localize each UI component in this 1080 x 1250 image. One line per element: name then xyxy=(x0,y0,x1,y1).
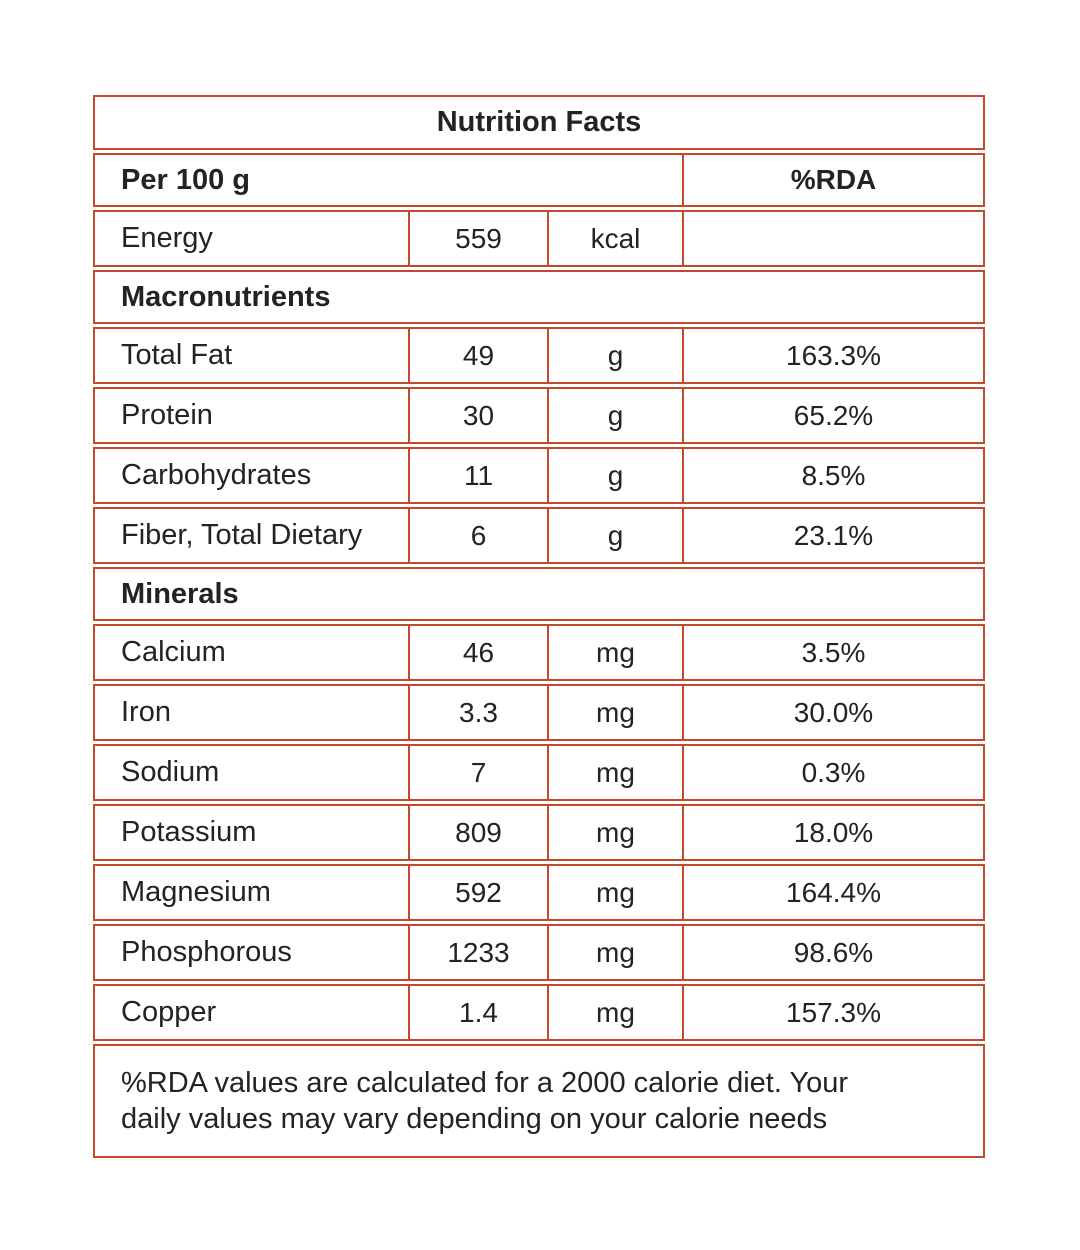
nutrient-unit: mg xyxy=(547,806,682,859)
nutrient-label: Calcium xyxy=(121,636,226,668)
nutrient-row-iron: Iron 3.3 mg 30.0% xyxy=(93,684,985,741)
rda-disclaimer-line2: daily values may vary depending on your … xyxy=(121,1103,828,1135)
nutrient-row-fiber: Fiber, Total Dietary 6 g 23.1% xyxy=(93,507,985,564)
table-title-row: Nutrition Facts xyxy=(93,95,985,150)
nutrient-rda: 163.3% xyxy=(682,329,983,382)
nutrient-row-carbohydrates: Carbohydrates 11 g 8.5% xyxy=(93,447,985,504)
nutrient-unit: mg xyxy=(547,686,682,739)
nutrient-row-energy: Energy 559 kcal xyxy=(93,210,985,267)
nutrient-label: Iron xyxy=(121,696,171,728)
nutrient-unit: g xyxy=(547,509,682,562)
nutrient-unit: g xyxy=(547,329,682,382)
nutrient-value: 559 xyxy=(408,212,547,265)
nutrient-value: 1.4 xyxy=(408,986,547,1039)
nutrient-rda: 30.0% xyxy=(682,686,983,739)
nutrient-label: Carbohydrates xyxy=(121,459,312,491)
nutrient-value: 1233 xyxy=(408,926,547,979)
nutrient-label: Protein xyxy=(121,399,213,431)
nutrient-unit: kcal xyxy=(547,212,682,265)
nutrient-value: 30 xyxy=(408,389,547,442)
nutrient-label: Fiber, Total Dietary xyxy=(121,519,363,551)
nutrient-label: Energy xyxy=(121,222,213,254)
nutrient-unit: mg xyxy=(547,926,682,979)
nutrient-label: Magnesium xyxy=(121,876,271,908)
nutrient-value: 7 xyxy=(408,746,547,799)
nutrient-unit: mg xyxy=(547,626,682,679)
nutrient-value: 809 xyxy=(408,806,547,859)
nutrient-unit: g xyxy=(547,449,682,502)
nutrient-rda: 157.3% xyxy=(682,986,983,1039)
nutrient-rda: 0.3% xyxy=(682,746,983,799)
nutrient-unit: mg xyxy=(547,746,682,799)
nutrient-label: Sodium xyxy=(121,756,220,788)
nutrient-value: 46 xyxy=(408,626,547,679)
table-title: Nutrition Facts xyxy=(436,106,642,138)
nutrient-value: 6 xyxy=(408,509,547,562)
nutrient-row-calcium: Calcium 46 mg 3.5% xyxy=(93,624,985,681)
section-header-minerals: Minerals xyxy=(93,567,985,621)
rda-column-header: %RDA xyxy=(682,155,983,205)
nutrient-label: Potassium xyxy=(121,816,257,848)
serving-size-header: Per 100 g xyxy=(121,163,250,196)
nutrient-row-potassium: Potassium 809 mg 18.0% xyxy=(93,804,985,861)
rda-disclaimer-text: %RDA values are calculated for a 2000 ca… xyxy=(121,1065,848,1137)
nutrition-facts-table: Nutrition Facts Per 100 g %RDA Energy 55… xyxy=(93,95,985,1161)
nutrient-rda: 65.2% xyxy=(682,389,983,442)
rda-disclaimer-row: %RDA values are calculated for a 2000 ca… xyxy=(93,1044,985,1158)
nutrient-unit: mg xyxy=(547,986,682,1039)
nutrient-value: 49 xyxy=(408,329,547,382)
nutrient-rda: 98.6% xyxy=(682,926,983,979)
nutrient-value: 11 xyxy=(408,449,547,502)
nutrient-label: Copper xyxy=(121,996,217,1028)
nutrient-row-copper: Copper 1.4 mg 157.3% xyxy=(93,984,985,1041)
table-header-row: Per 100 g %RDA xyxy=(93,153,985,207)
rda-disclaimer-line1: %RDA values are calculated for a 2000 ca… xyxy=(121,1067,849,1099)
nutrient-row-total-fat: Total Fat 49 g 163.3% xyxy=(93,327,985,384)
nutrient-rda: 8.5% xyxy=(682,449,983,502)
nutrient-rda: 3.5% xyxy=(682,626,983,679)
nutrient-row-magnesium: Magnesium 592 mg 164.4% xyxy=(93,864,985,921)
nutrient-row-phosphorous: Phosphorous 1233 mg 98.6% xyxy=(93,924,985,981)
section-title: Macronutrients xyxy=(121,280,331,313)
nutrient-unit: g xyxy=(547,389,682,442)
nutrient-row-sodium: Sodium 7 mg 0.3% xyxy=(93,744,985,801)
section-header-macronutrients: Macronutrients xyxy=(93,270,985,324)
nutrient-rda: 164.4% xyxy=(682,866,983,919)
nutrient-rda xyxy=(682,212,983,265)
nutrient-value: 592 xyxy=(408,866,547,919)
nutrient-label: Phosphorous xyxy=(121,936,292,968)
nutrient-label: Total Fat xyxy=(121,339,233,371)
nutrient-value: 3.3 xyxy=(408,686,547,739)
section-title: Minerals xyxy=(121,577,239,610)
nutrient-rda: 18.0% xyxy=(682,806,983,859)
nutrient-unit: mg xyxy=(547,866,682,919)
nutrient-row-protein: Protein 30 g 65.2% xyxy=(93,387,985,444)
nutrient-rda: 23.1% xyxy=(682,509,983,562)
